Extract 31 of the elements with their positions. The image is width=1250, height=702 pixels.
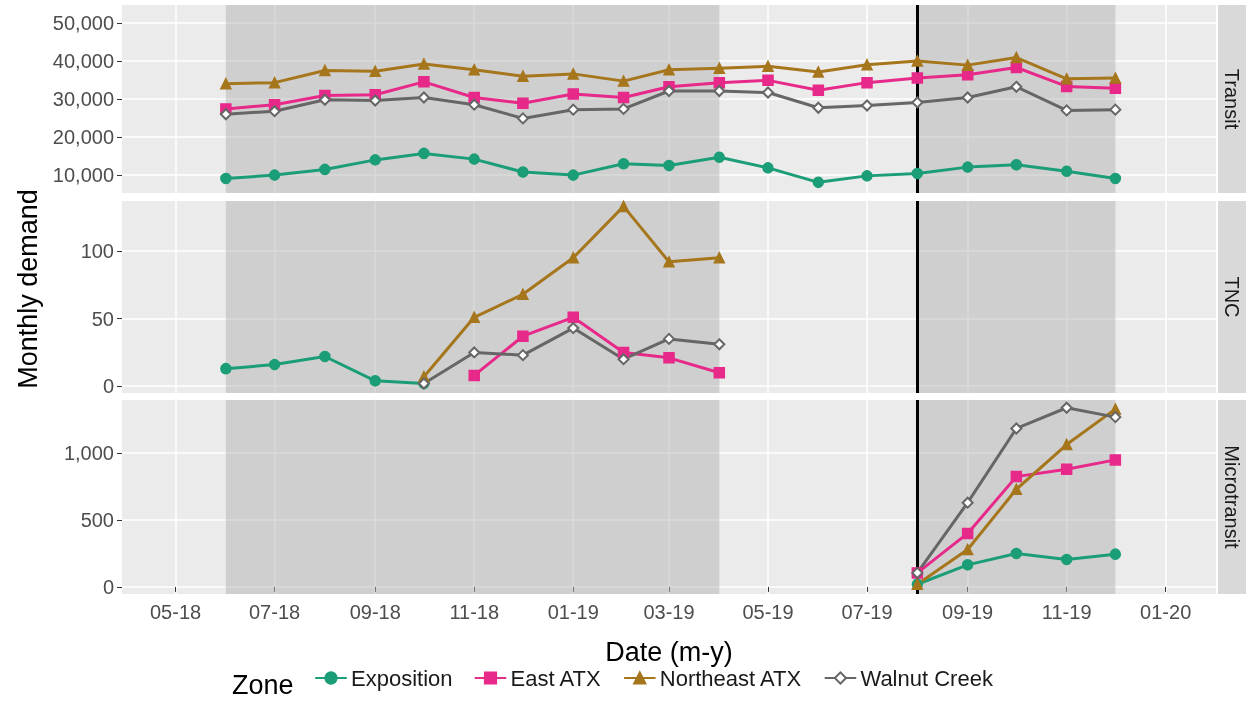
- x-tick-label: 03-19: [643, 601, 695, 623]
- x-tick-label: 05-19: [742, 601, 794, 623]
- y-tick-label: 20,000: [52, 126, 114, 149]
- x-tick-label: 11-18: [449, 601, 500, 623]
- y-axis-title: Monthly demand: [13, 189, 43, 389]
- x-tick-label: 09-19: [942, 601, 994, 623]
- text: Microtransit: [1221, 445, 1243, 550]
- x-axis-title: Date (m-y): [605, 636, 733, 667]
- legend-label: East ATX: [510, 665, 601, 691]
- y-tick-label: 10,000: [52, 164, 114, 187]
- legend-label: Walnut Creek: [860, 665, 994, 691]
- text: Transit: [1221, 68, 1243, 130]
- y-tick-label: 40,000: [52, 49, 114, 72]
- legend-label: Exposition: [351, 665, 453, 691]
- x-tick-label: 01-19: [547, 601, 599, 623]
- x-tick-label: 05-18: [149, 601, 202, 623]
- y-tick-label: 1,000: [63, 442, 114, 465]
- x-tick-label: 07-18: [249, 601, 301, 623]
- y-tick-label: 30,000: [52, 88, 114, 110]
- y-tick-label: 50,000: [52, 11, 114, 34]
- y-tick-label: 0: [102, 375, 114, 398]
- y-tick-label: 100: [80, 240, 114, 263]
- x-tick-label: 11-19: [1041, 601, 1092, 623]
- y-tick-label: 500: [80, 509, 114, 532]
- y-tick-label: 0: [102, 575, 114, 598]
- text: TNC: [1221, 276, 1243, 318]
- x-tick-label: 09-18: [349, 601, 401, 623]
- x-tick-label: 01-20: [1140, 601, 1192, 623]
- legend-title: Zone: [232, 669, 294, 700]
- y-tick-label: 50: [91, 307, 114, 330]
- x-tick-label: 07-19: [841, 601, 893, 623]
